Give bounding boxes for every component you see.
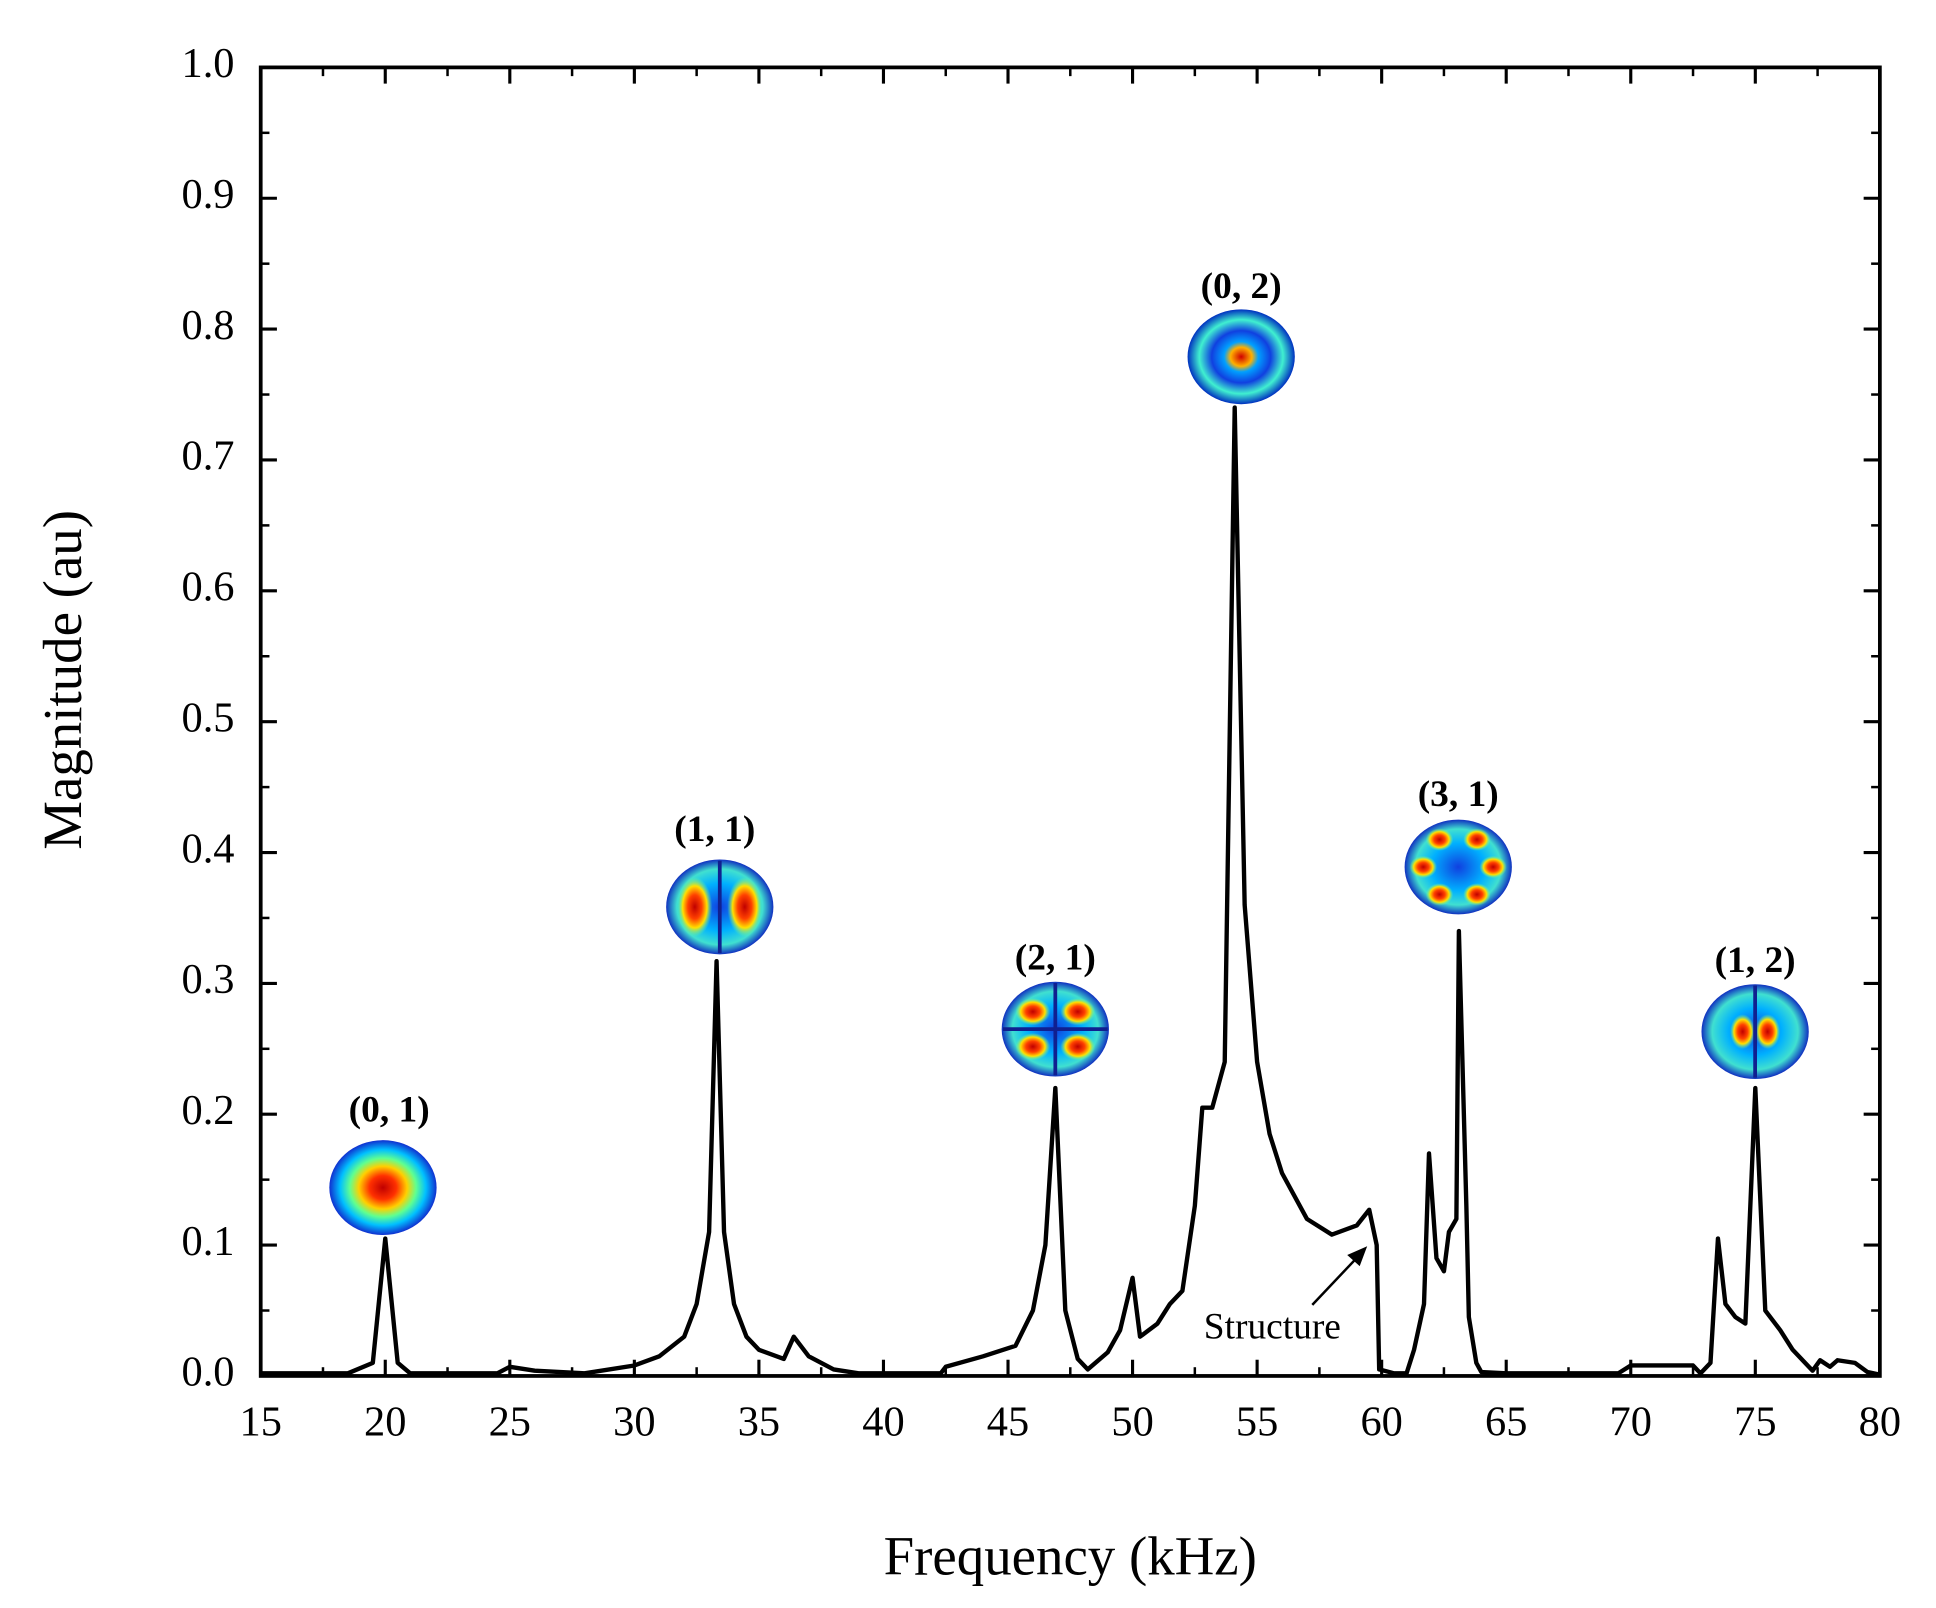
x-tick-label: 25 [489,1399,531,1446]
x-tick-label: 75 [1734,1399,1776,1446]
mode-shape-icon [1187,309,1295,405]
x-tick-label: 20 [364,1399,406,1446]
icon-lobe [1060,1032,1096,1061]
x-tick-label: 50 [1111,1399,1153,1446]
mode-shape-icon [1001,981,1109,1077]
mode-label: (0, 1) [349,1089,430,1130]
icon-lobe [1425,828,1454,851]
mode-label: (2, 1) [1015,937,1096,978]
icon-disc [329,1140,437,1235]
y-tick-label: 0.7 [181,433,234,480]
x-axis-title: Frequency (kHz) [884,1525,1257,1586]
y-axis-title: Magnitude (au) [32,510,93,850]
x-tick-label: 55 [1236,1399,1278,1446]
x-tick-label: 30 [613,1399,655,1446]
icon-lobe [677,876,713,937]
x-tick-label: 65 [1485,1399,1527,1446]
y-tick-label: 0.0 [181,1349,234,1396]
y-tick-label: 0.2 [181,1087,234,1134]
mode-label: (1, 2) [1715,940,1796,981]
icon-lobe [1730,1014,1756,1050]
icon-lobe [1463,828,1491,851]
icon-lobe [1409,855,1438,879]
structure-arrow [1311,1256,1359,1306]
y-tick-label: 0.3 [181,956,234,1003]
icon-lobe [1015,1032,1051,1061]
x-tick-label: 40 [862,1399,904,1446]
mode-label: (0, 2) [1201,266,1282,307]
x-tick-label: 15 [240,1399,282,1446]
icon-lobe [727,876,763,937]
plot-frame [258,65,1882,1378]
y-tick-label: 0.5 [181,694,234,741]
y-tick-label: 0.6 [181,564,234,611]
icon-lobe [1060,997,1096,1026]
structure-label: Structure [1204,1307,1341,1348]
x-tick-label: 60 [1360,1399,1402,1446]
y-tick-label: 0.9 [181,171,234,218]
y-tick-label: 0.8 [181,302,234,349]
x-tick-label: 35 [738,1399,780,1446]
mode-shape-icon [1404,819,1512,915]
mode-shape-icon [1701,984,1809,1080]
mode-shape-icon [329,1140,437,1235]
icon-lobe [1755,1014,1781,1050]
mode-label: (1, 1) [674,809,755,850]
icon-lobe [1015,997,1051,1026]
icon-lobe [1463,883,1491,906]
icon-lobe [1425,883,1454,906]
y-tick-label: 1.0 [181,40,234,87]
y-tick-label: 0.1 [181,1218,234,1265]
structure-arrowhead [1347,1246,1368,1267]
icon-lobe [1479,855,1507,879]
line-series [260,405,1881,1377]
y-tick-label: 0.4 [181,825,234,872]
x-tick-label: 45 [987,1399,1029,1446]
mode-label: (3, 1) [1418,774,1499,815]
x-tick-label: 70 [1610,1399,1652,1446]
icon-disc [1187,309,1295,405]
x-tick-label: 80 [1859,1399,1901,1446]
mode-shape-icon [666,859,774,955]
